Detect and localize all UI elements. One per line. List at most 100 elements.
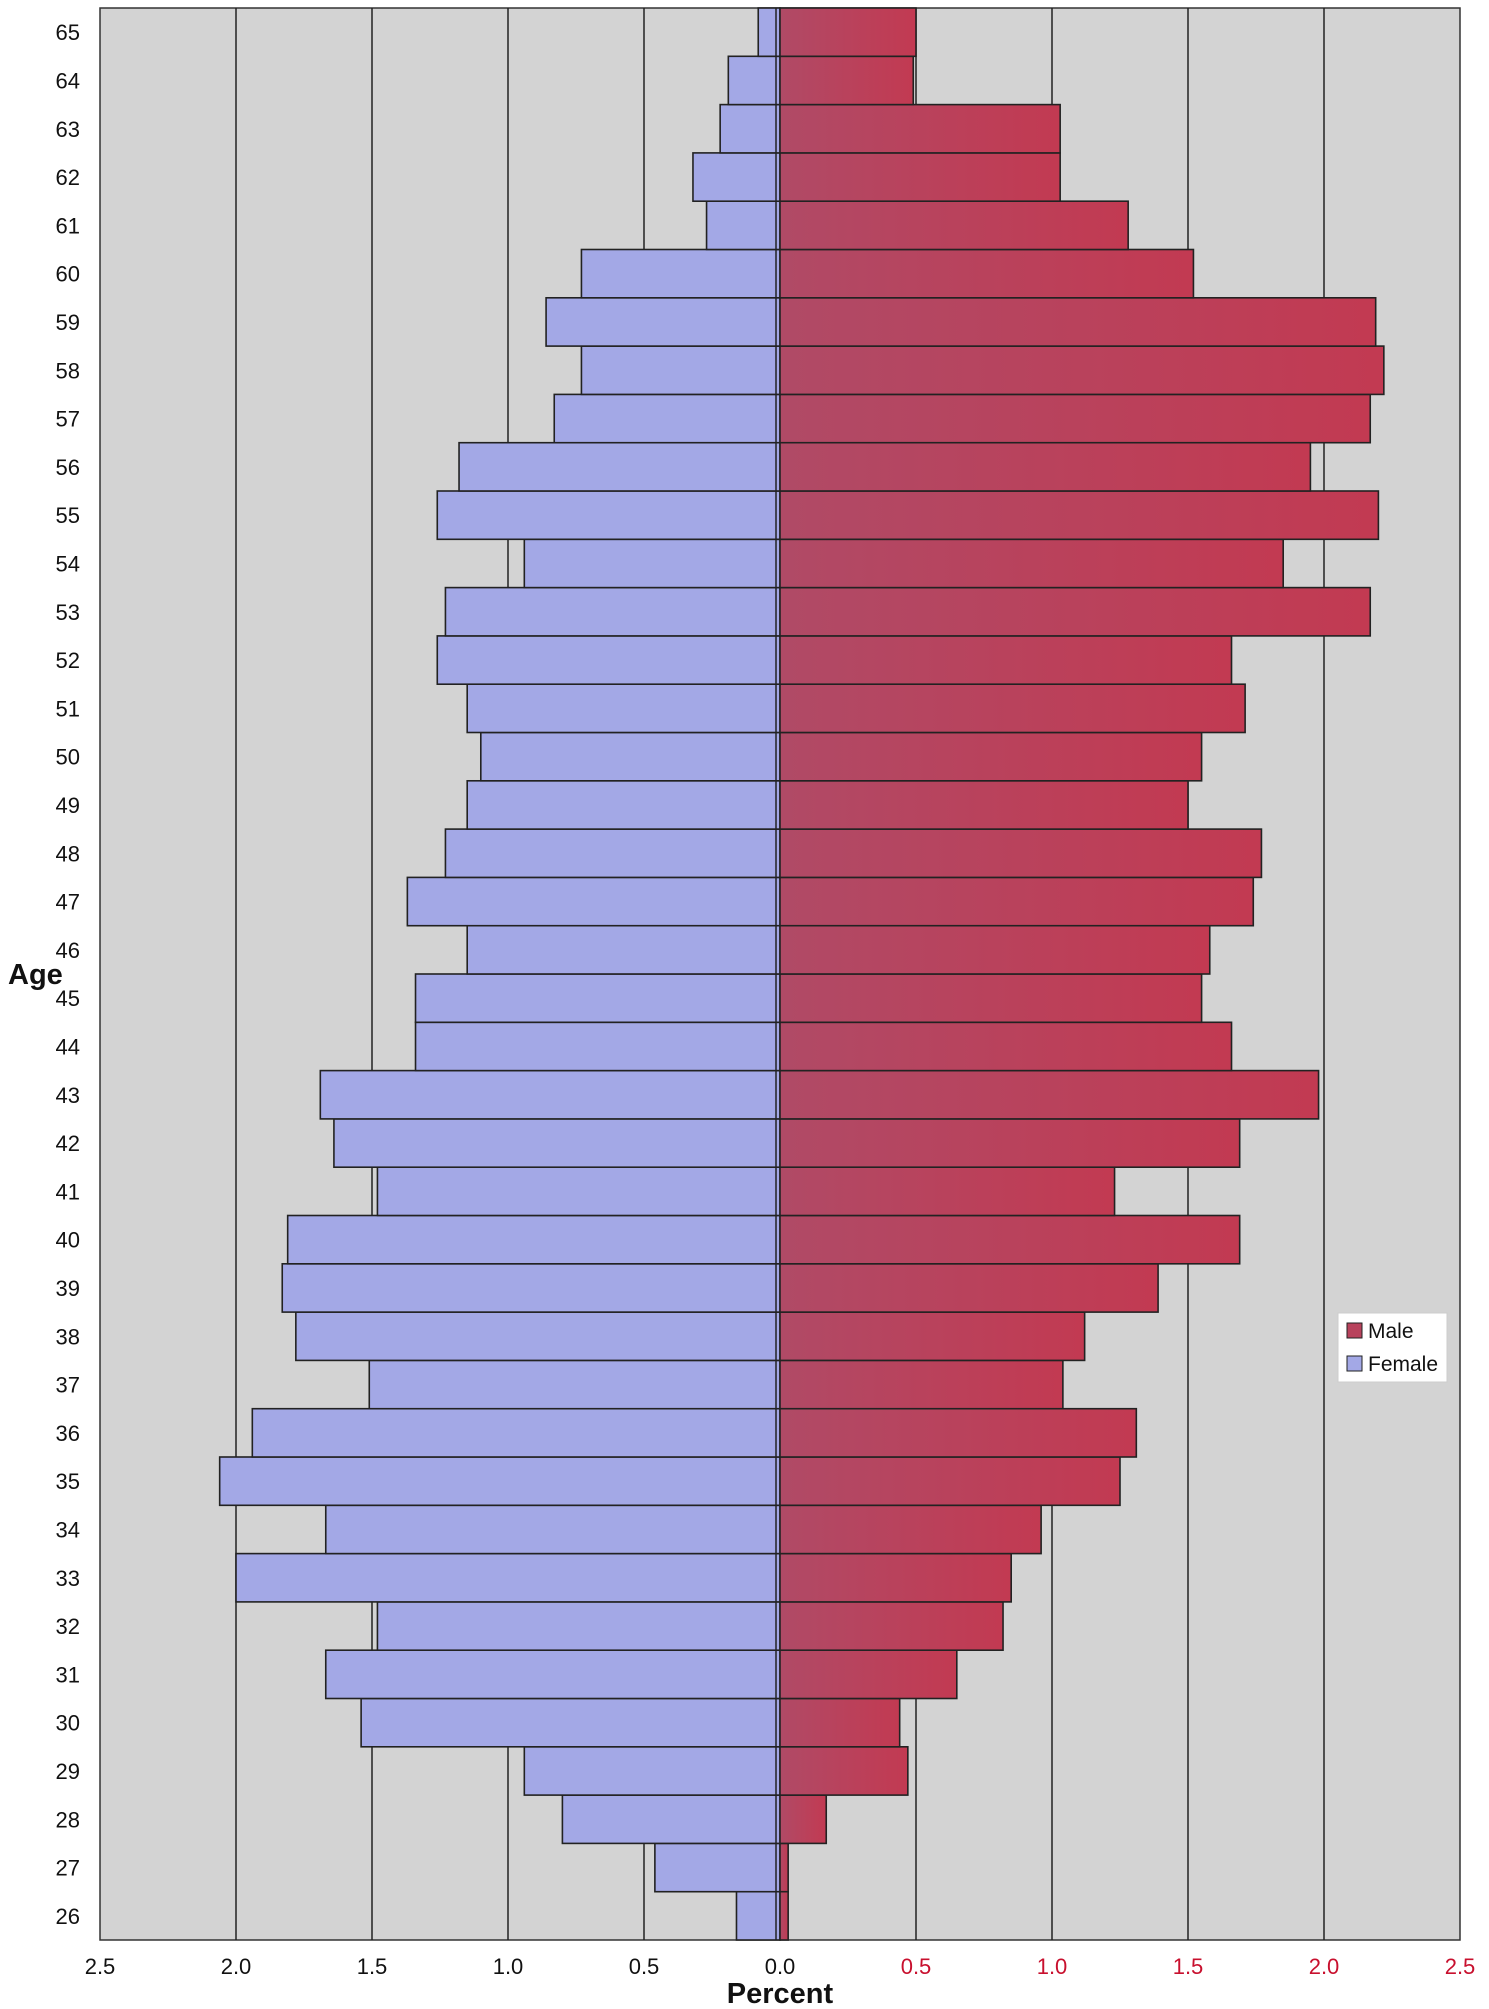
bar-male-age-39	[779, 1263, 1159, 1313]
bar-male-age-38	[779, 1311, 1086, 1362]
bar-male-age-57	[779, 393, 1372, 444]
bar-female-age-63	[719, 103, 781, 154]
bar-male-age-61	[779, 200, 1129, 251]
bar-male-age-42	[779, 1118, 1241, 1169]
age-tick-label: 60	[56, 262, 80, 287]
x-axis-title: Percent	[727, 1978, 834, 2009]
bar-male-age-59	[779, 296, 1377, 347]
age-tick-label: 54	[56, 551, 80, 576]
bar-female-age-40	[286, 1214, 781, 1265]
age-tick-label: 57	[56, 407, 80, 432]
bar-female-age-28	[561, 1794, 781, 1845]
percent-tick-labels: 2.5 2.0 1.5 1.0 0.5 0.0 0.5 1.0 1.5 2.0 2.5	[85, 1954, 1476, 1979]
age-tick-label: 59	[56, 310, 80, 335]
age-tick-label: 56	[56, 455, 80, 480]
percent-tick-label: 0.5	[629, 1954, 660, 1979]
bar-male-age-51	[779, 683, 1246, 734]
bar-male-age-64	[779, 55, 915, 106]
age-tick-label: 35	[56, 1469, 80, 1494]
bar-male-age-33	[779, 1552, 1012, 1603]
bar-male-age-29	[779, 1746, 909, 1796]
legend-female-label: Female	[1368, 1353, 1438, 1376]
age-tick-label: 38	[56, 1324, 80, 1349]
bar-male-age-41	[779, 1166, 1116, 1217]
bar-female-age-35	[218, 1456, 781, 1507]
bar-male-age-48	[779, 828, 1263, 879]
percent-tick-label: 2.5	[1445, 1954, 1476, 1979]
bar-female-age-61	[705, 200, 781, 251]
bar-female-age-58	[580, 345, 781, 396]
bar-male-age-45	[779, 973, 1203, 1024]
bar-male-age-55	[779, 490, 1380, 541]
bar-female-age-59	[545, 296, 781, 347]
age-tick-label: 30	[56, 1711, 80, 1736]
bar-male-age-32	[779, 1601, 1004, 1652]
bar-female-age-56	[458, 441, 781, 492]
percent-tick-label: 1.5	[1173, 1954, 1204, 1979]
age-tick-label: 32	[56, 1614, 80, 1639]
bar-male-age-36	[779, 1407, 1138, 1458]
bar-female-age-34	[324, 1504, 781, 1555]
percent-tick-label: 2.0	[221, 1954, 252, 1979]
bar-male-age-62	[779, 152, 1061, 202]
bar-female-age-41	[376, 1166, 781, 1217]
legend-male-label: Male	[1368, 1320, 1414, 1343]
bar-male-age-34	[779, 1504, 1042, 1555]
legend-female-swatch	[1346, 1355, 1363, 1372]
age-tick-label: 47	[56, 890, 80, 915]
bar-male-age-50	[779, 731, 1203, 782]
percent-tick-label: 2.5	[85, 1954, 116, 1979]
bar-male-age-58	[779, 345, 1385, 396]
percent-tick-label: 2.0	[1309, 1954, 1340, 1979]
legend: Male Female	[1337, 1312, 1448, 1383]
age-tick-label: 26	[56, 1904, 80, 1929]
age-tick-label: 63	[56, 117, 80, 142]
bar-male-age-35	[779, 1456, 1121, 1507]
bar-female-age-38	[295, 1311, 781, 1362]
bar-female-age-49	[466, 779, 781, 830]
bar-female-age-31	[324, 1649, 781, 1700]
bar-female-age-44	[414, 1021, 781, 1072]
age-tick-label: 29	[56, 1759, 80, 1784]
age-tick-label: 61	[56, 213, 80, 238]
bars-group	[218, 7, 1385, 1941]
bar-female-age-42	[333, 1118, 781, 1169]
age-tick-label: 43	[56, 1083, 80, 1108]
bar-female-age-48	[444, 828, 781, 879]
bar-female-age-37	[368, 1359, 781, 1410]
age-tick-label: 48	[56, 841, 80, 866]
bar-male-age-46	[779, 924, 1211, 975]
age-tick-label: 58	[56, 358, 80, 383]
age-tick-label: 46	[56, 938, 80, 963]
age-tick-label: 33	[56, 1566, 80, 1591]
bar-female-age-43	[319, 1069, 781, 1120]
bar-female-age-30	[360, 1697, 781, 1748]
age-tick-label: 53	[56, 600, 80, 625]
age-tick-label: 64	[56, 68, 80, 93]
age-tick-label: 39	[56, 1276, 80, 1301]
bar-male-age-31	[779, 1649, 958, 1700]
bar-female-age-64	[727, 55, 781, 106]
bar-female-age-26	[735, 1890, 781, 1941]
legend-male-swatch	[1346, 1322, 1363, 1339]
bar-female-age-27	[654, 1842, 781, 1893]
percent-tick-label: 1.5	[357, 1954, 388, 1979]
age-tick-label: 45	[56, 986, 80, 1011]
bar-male-age-52	[779, 635, 1233, 686]
age-tick-label: 41	[56, 1179, 80, 1204]
age-tick-label: 44	[56, 1034, 80, 1059]
bar-male-age-49	[779, 779, 1189, 830]
age-tick-label: 55	[56, 503, 80, 528]
age-tick-labels: 26 27 28 29 30 31 32 33 34 35 36 37 38 39 40 41 42 43 44 45…	[56, 20, 80, 1929]
bar-female-age-53	[444, 586, 781, 637]
age-tick-label: 42	[56, 1131, 80, 1156]
age-tick-label: 52	[56, 648, 80, 673]
bar-female-age-39	[281, 1263, 781, 1313]
bar-female-age-60	[580, 248, 781, 299]
age-tick-label: 36	[56, 1421, 80, 1446]
bar-male-age-56	[779, 441, 1312, 492]
bar-male-age-53	[779, 586, 1372, 637]
age-tick-label: 51	[56, 696, 80, 721]
bar-male-age-40	[779, 1214, 1241, 1265]
